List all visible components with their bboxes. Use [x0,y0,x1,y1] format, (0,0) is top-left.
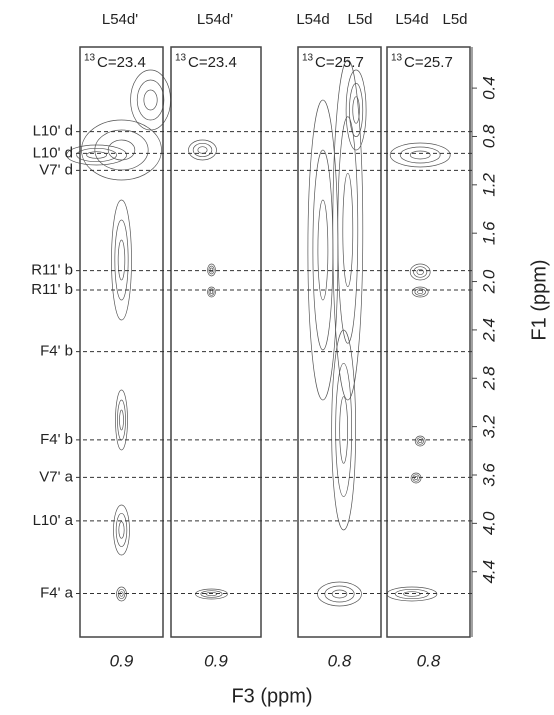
peak-label: V7' a [39,468,73,485]
y-tick-label: 2.8 [479,366,498,391]
strip-panel [80,47,163,637]
contour [417,438,424,445]
contour [332,330,356,530]
contour [198,147,207,154]
contour [333,60,363,400]
contour [82,120,162,180]
panel-header: L54d [296,11,329,28]
contour [77,148,117,161]
y-tick-label: 2.4 [479,318,498,343]
peak-label: F4' b [40,431,73,448]
isotope-label: 13 [391,53,403,64]
y-axis-label: F1 (ppm) [528,259,550,340]
contour [210,268,213,272]
contour [144,90,157,110]
contour [418,290,423,293]
y-tick-label: 4.4 [479,560,498,584]
y-tick-label: 3.6 [479,463,498,487]
contour [410,151,430,159]
carbon-label: C=23.4 [188,54,237,71]
contour [343,173,353,286]
y-tick-label: 0.8 [479,124,498,148]
peak-label: L10' d [33,123,73,140]
isotope-label: 13 [302,53,314,64]
contour [332,590,347,598]
contour [318,200,328,300]
contour [400,147,440,163]
x-tick-label: 0.8 [328,651,352,670]
peak-label: L10' d [33,144,73,161]
x-tick-label: 0.8 [417,651,441,670]
contour [395,589,428,598]
contour [131,70,171,130]
contour [206,592,217,595]
contour [417,269,424,274]
peak-label: V7' d [39,161,73,178]
strip-panel [298,47,381,637]
x-tick-label: 0.9 [110,651,134,670]
panel-header: L5d [442,11,467,28]
contour [318,582,362,606]
nmr-strip-figure: F3 (ppm) F1 (ppm) 13C=23.40.9L54d'13C=23… [0,0,554,715]
peak-label: F4' a [40,584,74,601]
contour [193,143,212,156]
carbon-label: C=25.7 [315,54,364,71]
contour [120,592,123,597]
contour [349,83,362,136]
peak-label: R11' b [31,262,73,279]
peak-label: L10' a [33,512,74,529]
panel-header: L5d [347,11,372,28]
contour [118,240,125,280]
contour [338,117,358,344]
y-tick-label: 2.0 [479,269,498,294]
contour [336,363,352,496]
contour [95,130,148,170]
x-axis-label: F3 (ppm) [231,685,312,707]
contour [210,290,213,293]
contour [137,80,164,120]
contour [119,522,124,539]
contour [118,589,125,598]
peak-label: R11' b [31,281,73,298]
contour [414,267,427,278]
contour [325,586,354,602]
contour [115,220,128,300]
y-tick-label: 0.4 [479,76,498,100]
peak-label: F4' b [40,343,73,360]
x-tick-label: 0.9 [204,651,228,670]
carbon-label: C=25.7 [404,54,453,71]
panel-header: L54d' [197,11,233,28]
strip-panel [171,47,261,637]
contour [209,266,214,274]
carbon-label: C=23.4 [97,54,146,71]
panel-header: L54d' [102,11,138,28]
contour [120,410,124,430]
strip-panel [387,47,470,637]
y-tick-label: 1.2 [479,172,498,196]
y-tick-label: 4.0 [479,511,498,535]
y-tick-label: 1.6 [479,221,498,245]
contour [108,140,135,160]
isotope-label: 13 [84,53,96,64]
contour [413,475,420,482]
contour [201,591,222,598]
contour [118,400,126,440]
contour [313,150,333,350]
contour [340,397,348,464]
contour [404,592,421,597]
y-tick-label: 3.2 [479,414,498,438]
panel-header: L54d [395,11,428,28]
contour [414,476,417,479]
isotope-label: 13 [175,53,187,64]
contour [308,100,338,400]
contour [116,513,127,546]
contour [390,143,450,167]
